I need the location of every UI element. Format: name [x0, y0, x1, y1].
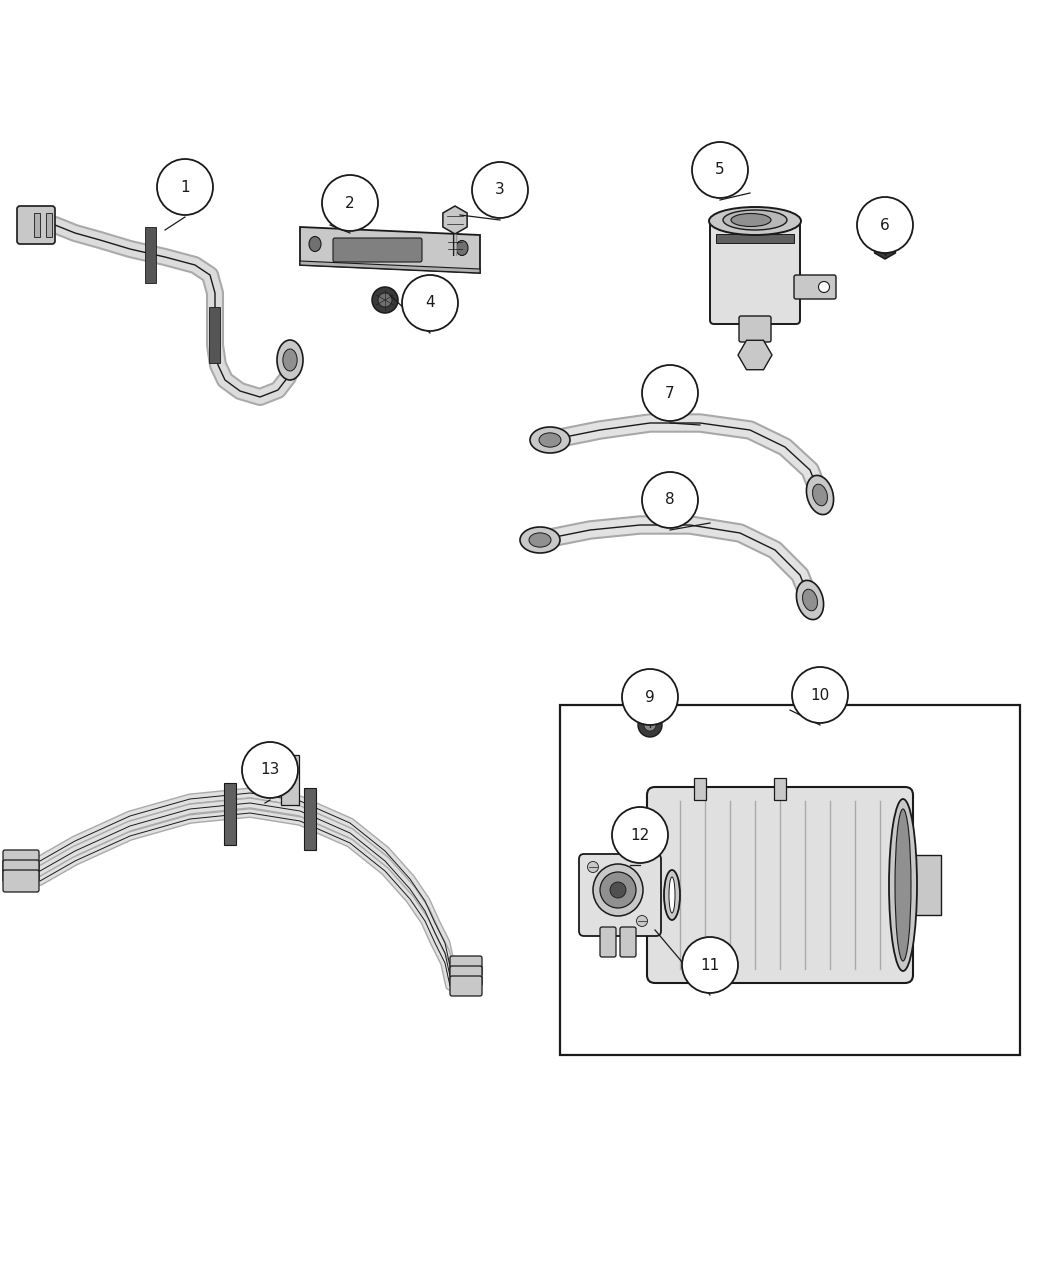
Circle shape	[600, 872, 636, 908]
Ellipse shape	[456, 241, 468, 255]
Circle shape	[692, 142, 748, 198]
Polygon shape	[443, 207, 467, 235]
Text: 12: 12	[630, 827, 650, 843]
Circle shape	[642, 472, 698, 528]
Circle shape	[622, 669, 678, 725]
Ellipse shape	[806, 476, 834, 515]
Ellipse shape	[889, 799, 917, 972]
Ellipse shape	[539, 432, 561, 448]
Polygon shape	[300, 261, 480, 273]
Ellipse shape	[895, 810, 911, 961]
Text: 1: 1	[181, 180, 190, 195]
Circle shape	[588, 862, 598, 872]
Ellipse shape	[530, 427, 570, 453]
Text: 3: 3	[496, 182, 505, 198]
Ellipse shape	[520, 527, 560, 553]
FancyBboxPatch shape	[3, 870, 39, 892]
FancyBboxPatch shape	[710, 221, 800, 324]
Bar	[224, 783, 236, 845]
Circle shape	[638, 713, 662, 737]
Bar	[145, 227, 155, 283]
Circle shape	[612, 807, 668, 863]
Circle shape	[880, 241, 890, 252]
Circle shape	[857, 198, 914, 252]
Bar	[716, 235, 794, 244]
FancyBboxPatch shape	[450, 975, 482, 996]
Bar	[694, 778, 706, 799]
Circle shape	[322, 175, 378, 231]
FancyBboxPatch shape	[794, 275, 836, 300]
FancyBboxPatch shape	[3, 850, 39, 872]
FancyBboxPatch shape	[450, 956, 482, 975]
Ellipse shape	[664, 870, 680, 921]
Ellipse shape	[731, 213, 771, 227]
Bar	[210, 307, 220, 363]
FancyBboxPatch shape	[739, 316, 771, 342]
FancyBboxPatch shape	[600, 927, 616, 958]
Text: 9: 9	[645, 690, 655, 705]
Circle shape	[819, 282, 830, 292]
Bar	[281, 755, 299, 805]
Text: 11: 11	[700, 958, 719, 973]
Ellipse shape	[593, 864, 643, 915]
Text: 7: 7	[666, 385, 675, 400]
Circle shape	[682, 937, 738, 993]
Ellipse shape	[723, 210, 788, 229]
Ellipse shape	[802, 589, 818, 611]
Text: 2: 2	[345, 195, 355, 210]
Text: 8: 8	[666, 492, 675, 507]
Ellipse shape	[309, 236, 321, 251]
Polygon shape	[738, 340, 772, 370]
Circle shape	[158, 159, 213, 215]
FancyBboxPatch shape	[647, 787, 914, 983]
Circle shape	[644, 719, 656, 731]
FancyBboxPatch shape	[450, 966, 482, 986]
FancyBboxPatch shape	[3, 861, 39, 882]
Text: 10: 10	[811, 687, 830, 703]
Circle shape	[610, 882, 626, 898]
Bar	[774, 778, 786, 799]
Text: 4: 4	[425, 296, 435, 311]
Circle shape	[642, 365, 698, 421]
FancyBboxPatch shape	[333, 238, 422, 261]
Text: 6: 6	[880, 218, 890, 232]
Circle shape	[636, 915, 648, 927]
Text: 5: 5	[715, 162, 724, 177]
Ellipse shape	[282, 349, 297, 371]
Bar	[560, 705, 1020, 1054]
Circle shape	[402, 275, 458, 332]
Circle shape	[372, 287, 398, 312]
FancyBboxPatch shape	[17, 207, 55, 244]
Bar	[627, 856, 657, 915]
Ellipse shape	[813, 484, 827, 506]
Bar	[304, 788, 316, 850]
Polygon shape	[875, 235, 896, 259]
FancyBboxPatch shape	[620, 927, 636, 958]
Ellipse shape	[529, 533, 551, 547]
Ellipse shape	[709, 207, 801, 235]
Ellipse shape	[669, 877, 675, 913]
Text: 13: 13	[260, 762, 279, 778]
Polygon shape	[300, 227, 480, 273]
Ellipse shape	[796, 580, 823, 620]
FancyBboxPatch shape	[579, 854, 662, 936]
Circle shape	[792, 667, 848, 723]
Bar	[46, 213, 52, 237]
Circle shape	[378, 293, 392, 307]
Circle shape	[242, 742, 298, 798]
Ellipse shape	[277, 340, 303, 380]
Circle shape	[472, 162, 528, 218]
Bar	[34, 213, 40, 237]
Bar	[914, 856, 941, 915]
